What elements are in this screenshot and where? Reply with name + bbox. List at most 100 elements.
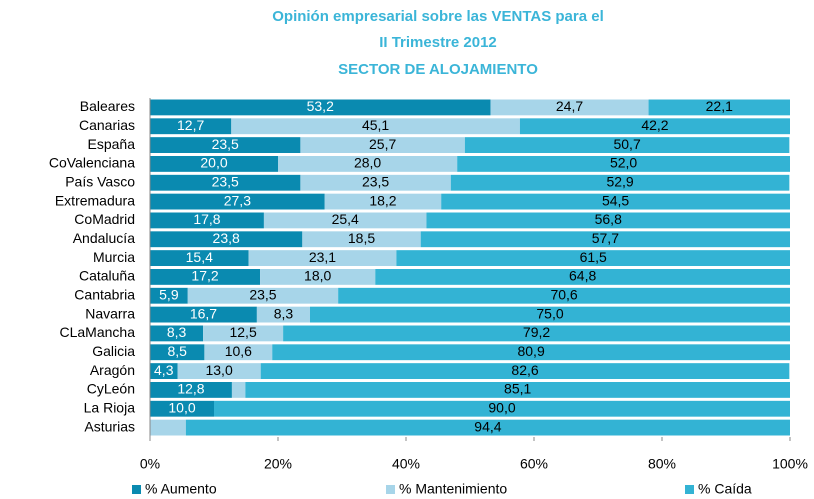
data-label: 12,7 <box>177 117 204 133</box>
bar-segment <box>150 363 178 379</box>
data-label: 54,5 <box>602 192 629 208</box>
data-label: 23,8 <box>213 230 240 246</box>
bar-segment <box>248 250 397 266</box>
data-label: 4,3 <box>154 362 174 378</box>
y-tick-label: CLaMancha <box>60 324 136 340</box>
y-tick-label: Andalucía <box>73 230 135 246</box>
bar-segment <box>177 363 261 379</box>
bar-segment <box>150 250 249 266</box>
bar-segment <box>150 400 214 417</box>
y-tick-label: CyLeón <box>87 381 135 397</box>
data-label: 10,0 <box>168 399 195 415</box>
data-label: 17,8 <box>193 211 220 227</box>
bar-segment <box>338 287 790 304</box>
bar-segment <box>187 287 339 304</box>
data-label: 56,8 <box>595 211 622 227</box>
bar-segment <box>420 231 790 248</box>
data-label: 25,7 <box>369 136 396 152</box>
legend-swatch <box>685 485 694 494</box>
bar-segment <box>260 363 790 379</box>
data-label: 23,5 <box>212 173 239 189</box>
y-tick-label: Galicia <box>92 343 135 359</box>
bar-segment <box>245 382 791 398</box>
y-tick-label: Murcia <box>93 249 135 265</box>
data-label: 64,8 <box>569 268 596 284</box>
bar-segment <box>150 382 232 398</box>
bar-segment <box>150 137 301 153</box>
x-tick-label: 60% <box>520 456 548 472</box>
bar-segment <box>150 212 264 229</box>
y-tick-label: CoMadrid <box>74 211 135 227</box>
data-label: 25,4 <box>332 211 359 227</box>
y-tick-label: Extremadura <box>55 192 135 208</box>
bar-segment <box>457 156 790 172</box>
y-tick-label: País Vasco <box>65 173 135 189</box>
bar-segment <box>278 156 458 172</box>
bar-segment <box>150 325 204 342</box>
y-tick-label: La Rioja <box>84 399 136 415</box>
bar-segment <box>300 174 451 191</box>
data-label: 23,5 <box>362 173 389 189</box>
data-label: 23,5 <box>212 136 239 152</box>
bar-segment <box>150 99 491 116</box>
bar-segment <box>150 306 257 323</box>
x-tick-label: 80% <box>648 456 676 472</box>
data-label: 52,0 <box>610 155 637 171</box>
bar-segment <box>519 118 790 135</box>
bar-segment <box>150 344 205 361</box>
data-label: 61,5 <box>580 249 607 265</box>
data-label: 53,2 <box>307 98 334 114</box>
bar-segment <box>260 269 376 285</box>
data-label: 20,0 <box>200 155 227 171</box>
bar-segment <box>150 193 325 210</box>
legend-label: % Aumento <box>145 481 217 497</box>
legend-label: % Caída <box>698 481 752 497</box>
data-label: 80,9 <box>517 343 544 359</box>
bar-segment <box>464 137 790 153</box>
data-label: 12,8 <box>177 381 204 397</box>
bar-segment <box>375 269 790 285</box>
bar-segment <box>150 269 261 285</box>
bar-segment <box>214 400 790 417</box>
bar-segment <box>441 193 790 210</box>
data-label: 45,1 <box>362 117 389 133</box>
bar-segment <box>150 287 188 304</box>
x-tick-label: 20% <box>264 456 292 472</box>
bar-segment <box>150 118 232 135</box>
data-label: 94,4 <box>474 418 501 434</box>
data-label: 16,7 <box>190 305 217 321</box>
bar-segment <box>396 250 790 266</box>
data-label: 75,0 <box>536 305 563 321</box>
bar-segment <box>272 344 790 361</box>
data-label: 13,0 <box>205 362 232 378</box>
bar-segment <box>150 174 301 191</box>
data-label: 5,9 <box>159 286 179 302</box>
data-label: 8,3 <box>167 324 187 340</box>
x-tick-label: 0% <box>140 456 160 472</box>
data-label: 52,9 <box>606 173 633 189</box>
data-label: 27,3 <box>224 192 251 208</box>
y-tick-label: Navarra <box>85 305 135 321</box>
bar-segment <box>302 231 421 248</box>
bar-segment <box>450 174 790 191</box>
data-label: 18,2 <box>369 192 396 208</box>
bar-segment <box>203 325 284 342</box>
legend-swatch <box>386 485 395 494</box>
data-label: 8,5 <box>167 343 187 359</box>
data-label: 24,7 <box>556 98 583 114</box>
chart-title: SECTOR DE ALOJAMIENTO <box>338 61 538 78</box>
bar-segment <box>426 212 790 229</box>
data-label: 79,2 <box>523 324 550 340</box>
y-tick-label: Asturias <box>84 418 135 434</box>
data-label: 15,4 <box>186 249 213 265</box>
data-label: 50,7 <box>613 136 640 152</box>
y-tick-label: Cantabria <box>74 286 135 302</box>
y-tick-label: Baleares <box>80 98 135 114</box>
x-tick-label: 40% <box>392 456 420 472</box>
data-label: 23,5 <box>249 286 276 302</box>
bar-segment <box>648 99 790 116</box>
data-label: 18,0 <box>304 268 331 284</box>
data-label: 90,0 <box>488 399 515 415</box>
bar-segment <box>490 99 649 116</box>
